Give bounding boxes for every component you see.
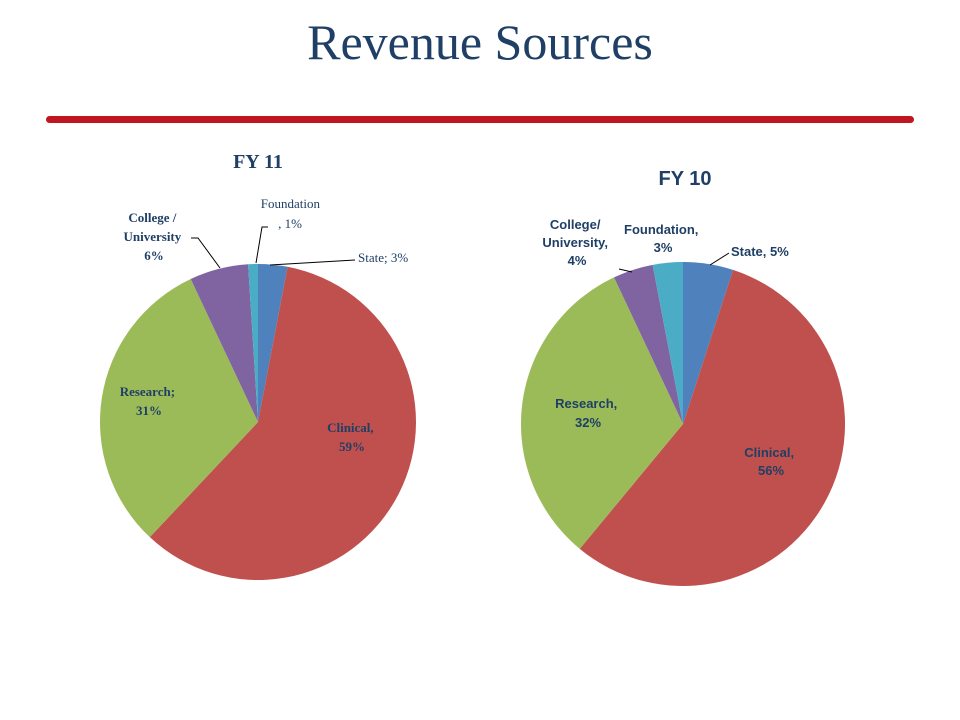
leader-line-college-fy11 xyxy=(191,237,221,269)
pie-slice-clinical-fy11 xyxy=(149,266,416,580)
leader-line-college-fy10 xyxy=(618,268,633,273)
slice-label-research-fy10-line1: Research, xyxy=(555,396,617,411)
slice-label-research-fy11-line2: 31% xyxy=(136,403,162,418)
slice-label-college-fy10: College/ University, 4% xyxy=(542,217,611,268)
slice-label-clinical-fy11-line2: 59% xyxy=(339,439,365,454)
slice-label-college-fy11-line2: University xyxy=(123,229,181,244)
slice-label-college-fy11-line3: 6% xyxy=(144,248,164,263)
slice-label-foundation-fy11: Foundation , 1% xyxy=(261,196,323,231)
pie-chart-fy11: FY 11 State; 3% Clinical, 59% Research; … xyxy=(99,151,416,580)
leader-line-foundation-fy11 xyxy=(255,226,268,264)
slice-label-research-fy10-line2: 32% xyxy=(575,415,601,430)
pie-slice-research-fy11 xyxy=(99,279,258,538)
chart-title-fy11: FY 11 xyxy=(233,151,283,173)
slice-label-research-fy11-line1: Research; xyxy=(120,384,175,399)
pie-slice-college-university-fy10 xyxy=(614,264,683,424)
slice-label-college-fy11: College / University 6% xyxy=(123,210,184,263)
pie-chart-fy10: FY 10 State, 5% Clinical, 56% Research, … xyxy=(521,168,846,587)
pie-slice-state-fy11 xyxy=(258,264,288,422)
pie-slice-foundation-fy10 xyxy=(652,262,683,424)
slice-label-clinical-fy10-line2: 56% xyxy=(758,463,784,478)
slice-label-foundation-fy10-line1: Foundation, xyxy=(624,222,698,237)
leader-line-state-fy10 xyxy=(709,252,730,266)
slice-label-college-fy10-line3: 4% xyxy=(568,253,587,268)
slices-fy10 xyxy=(521,262,846,587)
pie-slice-state-fy10 xyxy=(683,262,734,424)
slice-label-foundation-fy11-line1: Foundation xyxy=(261,196,321,211)
pie-slice-foundation-fy11 xyxy=(248,264,258,422)
title-underline xyxy=(46,116,914,123)
slice-label-college-fy10-line1: College/ xyxy=(550,217,601,232)
slice-label-foundation-fy10: Foundation, 3% xyxy=(624,222,702,255)
slice-label-foundation-fy10-line2: 3% xyxy=(654,240,673,255)
chart-title-fy10: FY 10 xyxy=(659,168,712,190)
slice-label-state-fy11: State; 3% xyxy=(358,250,408,265)
slice-label-college-fy10-line2: University, xyxy=(542,235,608,250)
pie-slice-clinical-fy10 xyxy=(579,269,846,587)
slice-label-clinical-fy11: Clinical, 59% xyxy=(327,420,377,454)
slice-label-clinical-fy11-line1: Clinical, xyxy=(327,420,374,435)
pie-slice-research-fy10 xyxy=(521,277,683,549)
slices-fy11 xyxy=(99,264,416,580)
slice-label-research-fy11: Research; 31% xyxy=(120,384,179,418)
leader-line-state-fy11 xyxy=(269,259,356,266)
slice-label-research-fy10: Research, 32% xyxy=(555,396,621,430)
slice-label-clinical-fy10: Clinical, 56% xyxy=(744,445,797,478)
slice-label-state-fy10: State, 5% xyxy=(731,244,789,259)
leader-lines-fy11 xyxy=(191,226,356,269)
pie-slice-college-university-fy11 xyxy=(190,264,258,422)
slice-label-college-fy11-line1: College / xyxy=(128,210,176,225)
leader-lines-fy10 xyxy=(618,252,730,273)
slice-label-foundation-fy11-line2: , 1% xyxy=(278,216,302,231)
slide-title: Revenue Sources xyxy=(307,14,653,70)
slice-label-clinical-fy10-line1: Clinical, xyxy=(744,445,794,460)
